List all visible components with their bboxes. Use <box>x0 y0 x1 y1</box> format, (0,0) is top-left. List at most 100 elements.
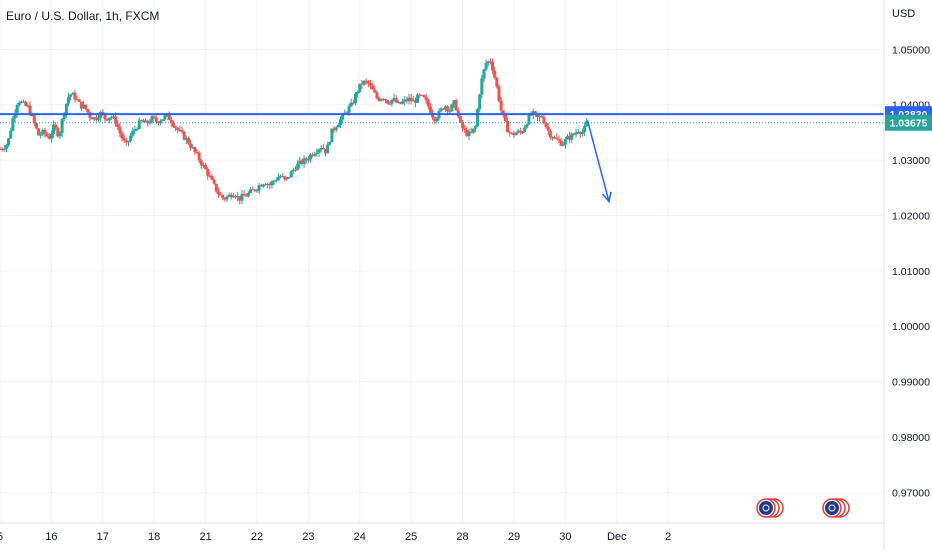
candle <box>510 132 514 135</box>
candle <box>555 133 559 140</box>
overlays <box>0 113 884 204</box>
x-tick-label: 24 <box>354 531 366 543</box>
candle <box>486 60 490 67</box>
candle <box>152 115 156 120</box>
projection-arrow[interactable] <box>586 120 612 204</box>
candle <box>135 127 139 132</box>
candle <box>441 108 445 111</box>
candle <box>204 163 208 170</box>
candle <box>394 95 398 104</box>
candle <box>497 84 501 103</box>
candle <box>383 98 387 104</box>
candle <box>285 176 289 181</box>
y-tick-label: 0.97000 <box>892 487 930 499</box>
candle <box>126 140 130 147</box>
candle <box>47 133 51 140</box>
candle <box>473 124 477 133</box>
candle <box>184 135 188 145</box>
candle <box>79 101 83 111</box>
candle <box>407 93 411 105</box>
candle <box>362 79 366 87</box>
chart-title: Euro / U.S. Dollar, 1h, FXCM <box>6 9 160 23</box>
candle <box>488 58 492 65</box>
candle <box>495 76 499 89</box>
candle <box>294 166 298 172</box>
candle <box>405 96 409 104</box>
candle <box>56 126 60 138</box>
candle <box>525 123 529 129</box>
candle <box>216 187 220 198</box>
candle <box>124 137 128 146</box>
candle <box>328 141 332 146</box>
candle <box>366 79 370 88</box>
candle <box>454 98 458 111</box>
candle <box>58 131 62 140</box>
candle <box>570 132 574 144</box>
candle <box>557 135 561 144</box>
x-tick-label: 16 <box>45 531 57 543</box>
candle <box>491 58 495 75</box>
us-event-flag-icon[interactable] <box>756 498 784 518</box>
candle <box>268 181 272 190</box>
candle <box>315 148 319 157</box>
candle <box>381 97 385 102</box>
candle <box>452 99 456 108</box>
candle <box>193 146 197 156</box>
candle <box>195 149 199 155</box>
candle <box>266 182 270 188</box>
candle <box>353 92 357 106</box>
x-tick-label: 28 <box>456 531 468 543</box>
candle <box>171 120 175 128</box>
candle <box>574 128 578 138</box>
us-event-flag-icon[interactable] <box>822 498 850 518</box>
candle <box>396 99 400 104</box>
candle <box>148 118 152 125</box>
candle <box>409 93 413 105</box>
candle <box>90 116 94 120</box>
candle <box>118 122 122 138</box>
candle <box>478 93 482 112</box>
candle <box>84 104 88 111</box>
candle <box>19 100 23 104</box>
candle <box>296 160 300 171</box>
candle <box>182 130 186 141</box>
candle <box>585 117 589 128</box>
candle <box>377 96 381 102</box>
candle <box>249 186 253 194</box>
candle <box>476 107 480 128</box>
candle <box>15 102 19 118</box>
candle <box>306 156 310 163</box>
candle <box>289 169 293 178</box>
candle <box>371 83 375 90</box>
candle <box>467 128 471 141</box>
candle <box>291 167 295 174</box>
candle <box>506 117 510 133</box>
candle <box>0 147 4 152</box>
candle <box>302 155 306 168</box>
candle <box>272 179 276 186</box>
candle <box>463 124 467 134</box>
candle <box>107 117 111 124</box>
candle <box>458 115 462 123</box>
candle <box>197 150 201 164</box>
candle <box>518 127 522 135</box>
candle <box>144 118 148 123</box>
candle <box>94 115 98 122</box>
candle <box>279 174 283 179</box>
candle <box>317 148 321 158</box>
candle <box>7 137 11 148</box>
candle <box>206 167 210 180</box>
x-tick-label: 29 <box>508 531 520 543</box>
candle <box>64 103 68 118</box>
candle <box>551 136 554 141</box>
candle <box>223 197 227 202</box>
candle <box>563 136 567 149</box>
candle <box>49 130 53 143</box>
candle <box>565 134 569 140</box>
candle <box>326 141 330 154</box>
candle <box>43 127 47 138</box>
candle <box>244 192 248 197</box>
candle <box>332 125 336 133</box>
candle <box>544 122 548 129</box>
candle <box>257 182 261 195</box>
